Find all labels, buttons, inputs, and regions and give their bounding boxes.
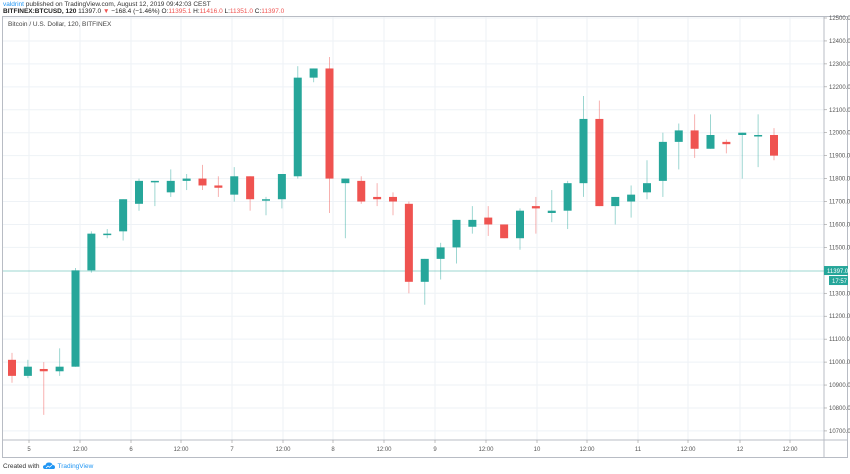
open-label: O: <box>161 8 169 15</box>
chart-legend-title: Bitcoin / U.S. Dollar, 120, BITFINEX <box>8 21 112 28</box>
footer: Created with TradingView <box>3 462 93 470</box>
svg-text:12:00: 12:00 <box>173 447 189 453</box>
svg-text:12000.0: 12000.0 <box>829 131 850 137</box>
close-label: C: <box>254 8 262 15</box>
svg-text:12500.0: 12500.0 <box>829 16 850 22</box>
svg-text:6: 6 <box>129 447 133 453</box>
svg-text:12:00: 12:00 <box>376 447 392 453</box>
svg-text:12:00: 12:00 <box>72 447 88 453</box>
tradingview-link[interactable]: TradingView <box>57 462 94 470</box>
svg-text:11200.0: 11200.0 <box>829 314 850 320</box>
axes <box>2 16 848 458</box>
low-label: L: <box>224 8 230 15</box>
published-text: published on TradingView.com, August 12,… <box>23 1 211 8</box>
svg-text:12100.0: 12100.0 <box>829 108 850 114</box>
x-axis-labels: 5 12:00 6 12:00 7 12:00 8 12:00 9 12:00 10 12:00 11 1… <box>27 440 798 453</box>
svg-text:10700.0: 10700.0 <box>829 429 850 435</box>
created-with-text: Created with <box>3 462 40 470</box>
svg-text:11300.0: 11300.0 <box>829 291 850 297</box>
grid-lines <box>3 17 824 440</box>
down-arrow-icon: ▼ <box>102 8 110 15</box>
svg-text:17:57: 17:57 <box>832 279 848 285</box>
tradingview-cloud-icon <box>42 462 55 469</box>
svg-text:11: 11 <box>635 447 642 453</box>
svg-text:10900.0: 10900.0 <box>829 383 850 389</box>
last-price: 11397.0 <box>78 8 102 15</box>
svg-text:12: 12 <box>737 447 744 453</box>
svg-text:12200.0: 12200.0 <box>829 85 850 91</box>
svg-text:11800.0: 11800.0 <box>829 177 850 183</box>
open-value: 11395.1 <box>168 8 192 15</box>
svg-text:9: 9 <box>433 447 437 453</box>
symbol-name: BITFINEX:BTCUSD, 120 <box>3 8 77 15</box>
svg-text:12400.0: 12400.0 <box>829 39 850 45</box>
svg-text:12:00: 12:00 <box>275 447 291 453</box>
svg-text:11500.0: 11500.0 <box>829 245 850 251</box>
publish-info: valdrint published on TradingView.com, A… <box>3 1 211 8</box>
svg-text:11600.0: 11600.0 <box>829 222 850 228</box>
chart-frame <box>2 16 848 458</box>
svg-text:12:00: 12:00 <box>782 447 798 453</box>
price-change: −168.4 (−1.46%) <box>111 8 160 15</box>
y-axis-labels: 12500.0 12400.0 12300.0 12200.0 12100.0 12000… <box>824 16 850 435</box>
svg-text:12:00: 12:00 <box>478 447 494 453</box>
last-price-badge: 11397.0 17:57 <box>824 266 849 286</box>
svg-text:11397.0: 11397.0 <box>827 269 849 275</box>
high-label: H: <box>193 8 200 15</box>
candles <box>8 56 778 415</box>
svg-text:12:00: 12:00 <box>680 447 696 453</box>
svg-text:7: 7 <box>230 447 234 453</box>
svg-text:11000.0: 11000.0 <box>829 360 850 366</box>
svg-text:11700.0: 11700.0 <box>829 200 850 206</box>
svg-text:10800.0: 10800.0 <box>829 406 850 412</box>
svg-text:11100.0: 11100.0 <box>829 337 850 343</box>
high-value: 11416.0 <box>199 8 223 15</box>
svg-text:10: 10 <box>534 447 541 453</box>
svg-text:8: 8 <box>331 447 335 453</box>
svg-text:11900.0: 11900.0 <box>829 154 850 160</box>
low-value: 11351.0 <box>229 8 253 15</box>
symbol-ohlc-line: BITFINEX:BTCUSD, 120 11397.0 ▼ −168.4 (−… <box>3 8 284 15</box>
author-link[interactable]: valdrint <box>3 1 24 8</box>
svg-text:5: 5 <box>27 447 31 453</box>
svg-text:12300.0: 12300.0 <box>829 62 850 68</box>
svg-text:12:00: 12:00 <box>579 447 595 453</box>
close-value: 11397.0 <box>261 8 285 15</box>
